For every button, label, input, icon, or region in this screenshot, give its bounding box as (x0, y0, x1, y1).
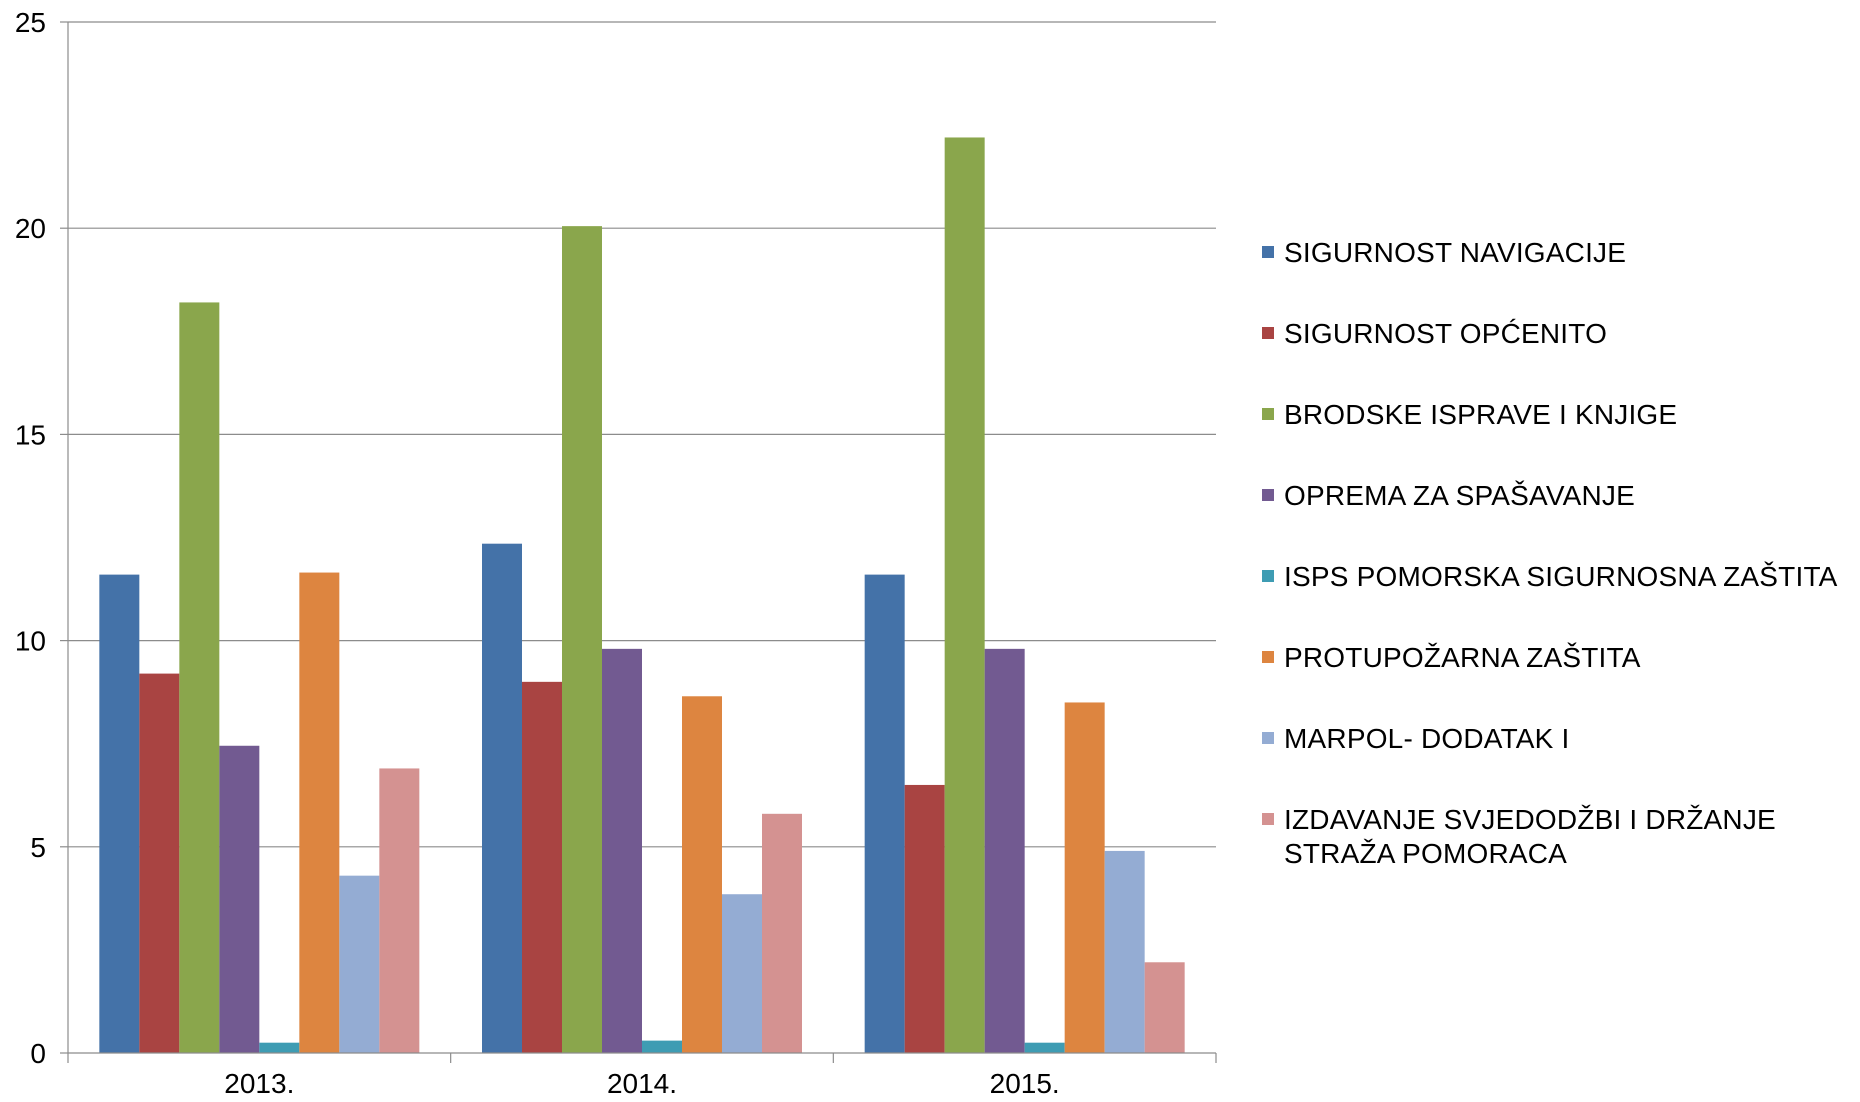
legend-item: IZDAVANJE SVJEDODŽBI I DRŽANJE STRAŽA PO… (1262, 803, 1860, 871)
legend-item: BRODSKE ISPRAVE I KNJIGE (1262, 398, 1860, 432)
legend-item: ISPS POMORSKA SIGURNOSNA ZAŠTITA (1262, 560, 1860, 594)
x-tick-label: 2013. (224, 1068, 294, 1099)
y-tick-label: 0 (30, 1038, 46, 1069)
legend-swatch (1262, 408, 1274, 420)
legend-label: PROTUPOŽARNA ZAŠTITA (1284, 642, 1641, 673)
bar (139, 673, 180, 1053)
legend-item: PROTUPOŽARNA ZAŠTITA (1262, 641, 1860, 675)
bar (602, 648, 642, 1053)
legend-item: OPREMA ZA SPAŠAVANJE (1262, 479, 1860, 513)
legend-item: SIGURNOST OPĆENITO (1262, 317, 1860, 351)
bar (642, 1040, 682, 1053)
bar (522, 681, 562, 1053)
bar (682, 696, 722, 1053)
x-tick-labels: 2013. 2014. 2015. (224, 1068, 1059, 1099)
bar (299, 572, 340, 1053)
legend-item: MARPOL- DODATAK I (1262, 722, 1860, 756)
y-tick-label: 15 (15, 419, 46, 450)
legend-swatch (1262, 813, 1274, 825)
bar (904, 784, 945, 1053)
legend-swatch (1262, 651, 1274, 663)
axes (60, 21, 1217, 1063)
bar (179, 302, 220, 1053)
bar (1024, 1042, 1065, 1053)
legend-label: ISPS POMORSKA SIGURNOSNA ZAŠTITA (1284, 561, 1838, 592)
y-tick-labels: 0 5 10 15 20 25 (15, 7, 46, 1069)
bar (944, 137, 985, 1054)
y-tick-label: 20 (15, 213, 46, 244)
legend-label: SIGURNOST NAVIGACIJE (1284, 237, 1627, 268)
legend-label: OPREMA ZA SPAŠAVANJE (1284, 480, 1635, 511)
y-tick-label: 10 (15, 626, 46, 657)
legend-swatch (1262, 489, 1274, 501)
bar (864, 574, 905, 1053)
legend-swatch (1262, 327, 1274, 339)
bar (722, 894, 762, 1053)
bar (562, 226, 602, 1053)
bar (339, 875, 380, 1053)
legend-swatch (1262, 732, 1274, 744)
legend: SIGURNOST NAVIGACIJE SIGURNOST OPĆENITO BR… (1262, 236, 1860, 871)
legend-swatch (1262, 246, 1274, 258)
legend-item: SIGURNOST NAVIGACIJE (1262, 236, 1860, 270)
bar (984, 648, 1025, 1053)
x-tick-label: 2015. (990, 1068, 1060, 1099)
legend-label: IZDAVANJE SVJEDODŽBI I DRŽANJE STRAŽA PO… (1284, 804, 1776, 869)
legend-swatch (1262, 570, 1274, 582)
legend-label: SIGURNOST OPĆENITO (1284, 318, 1608, 349)
bar (99, 574, 140, 1053)
legend-label: BRODSKE ISPRAVE I KNJIGE (1284, 399, 1678, 430)
bar (482, 543, 522, 1053)
y-tick-label: 25 (15, 7, 46, 38)
bar (259, 1042, 300, 1053)
bar (1064, 702, 1105, 1053)
bar (1144, 962, 1185, 1053)
bar (762, 813, 802, 1053)
bar (219, 745, 260, 1053)
y-tick-label: 5 (30, 832, 46, 863)
bar (1104, 850, 1145, 1053)
legend-label: MARPOL- DODATAK I (1284, 723, 1570, 754)
x-tick-label: 2014. (607, 1068, 677, 1099)
bar (379, 768, 420, 1053)
bars (99, 137, 1185, 1054)
